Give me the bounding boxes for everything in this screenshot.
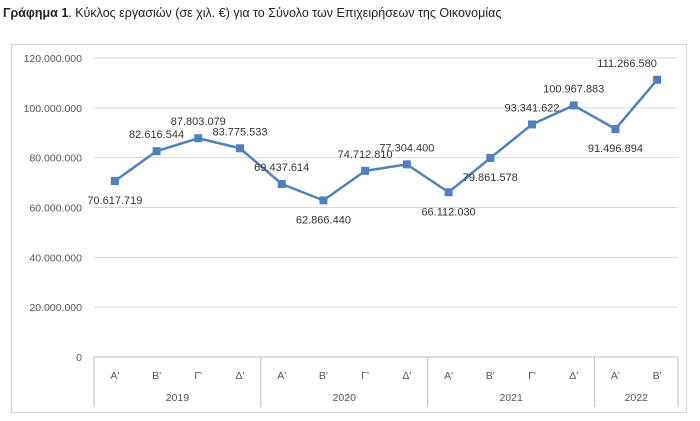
- y-tick-label: 60.000.000: [29, 203, 82, 215]
- data-point: [236, 144, 244, 153]
- x-tick-label: Δ': [402, 370, 411, 382]
- x-tick-label: Δ': [235, 370, 244, 382]
- data-label: 74.712.810: [338, 149, 393, 161]
- x-tick-label: Α': [110, 370, 119, 382]
- data-label: 70.617.719: [87, 195, 142, 207]
- x-tick-label: Δ': [569, 370, 578, 382]
- x-tick-label: Β': [152, 370, 161, 382]
- chart-caption: Γράφημα 1. Κύκλος εργασιών (σε χιλ. €) γ…: [3, 6, 501, 20]
- data-point: [444, 188, 453, 197]
- y-axis: 0 20.000.000 40.000.000 60.000.000 80.000.00…: [24, 53, 83, 364]
- y-tick-label: 40.000.000: [29, 252, 82, 264]
- data-labels: 70.617.719 82.616.54487.803.07983.775.533…: [87, 58, 657, 227]
- data-point: [319, 196, 328, 205]
- group-label: 2020: [333, 392, 357, 404]
- data-point: [152, 147, 161, 156]
- caption-text: . Κύκλος εργασιών (σε χιλ. €) για το Σύν…: [68, 6, 502, 20]
- data-point: [402, 160, 411, 169]
- caption-prefix: Γράφημα 1: [3, 6, 69, 20]
- series-polyline: [114, 78, 659, 202]
- data-label: 69.437.614: [254, 162, 309, 174]
- y-tick-label: 120.000.000: [24, 53, 83, 65]
- x-tick-label: Β': [486, 370, 495, 382]
- x-tick-label: Β': [319, 370, 328, 382]
- data-label: 87.803.079: [171, 116, 226, 128]
- y-tick-label: 20.000.000: [29, 302, 82, 314]
- group-label: 2021: [499, 392, 523, 404]
- y-tick-label: 0: [76, 352, 82, 364]
- data-point: [277, 179, 286, 188]
- data-point: [361, 166, 370, 175]
- x-axis: Α' Β' Γ' Δ' Α' Β' Γ' Δ' Α' Β' Γ' Δ' Α' Β' 2019 2020 2021…: [93, 356, 679, 407]
- data-label: 62.866.440: [296, 214, 351, 226]
- x-tick-label: Α': [611, 370, 620, 382]
- data-label: 82.616.544: [129, 129, 184, 141]
- y-tick-label: 80.000.000: [29, 153, 82, 165]
- data-point: [611, 125, 620, 134]
- data-label: 100.967.883: [543, 83, 604, 95]
- data-label: 79.861.578: [463, 172, 518, 184]
- data-label: 91.496.894: [588, 143, 643, 155]
- data-point: [528, 120, 536, 129]
- group-label: 2022: [625, 392, 649, 404]
- x-tick-label: Γ': [528, 370, 536, 382]
- x-tick-label: Β': [653, 370, 662, 382]
- data-point: [653, 75, 662, 84]
- gridlines: [94, 57, 678, 358]
- data-label: 83.775.533: [212, 126, 267, 138]
- data-label: 93.341.622: [504, 102, 559, 114]
- data-label: 77.304.400: [379, 142, 434, 154]
- y-tick-label: 100.000.000: [24, 103, 83, 115]
- data-point: [110, 177, 119, 186]
- data-label: 66.112.030: [421, 206, 475, 218]
- group-label: 2019: [166, 392, 190, 404]
- x-tick-label: Γ': [361, 370, 369, 382]
- data-point: [486, 154, 495, 163]
- data-point: [569, 101, 578, 110]
- x-tick-label: Α': [444, 370, 453, 382]
- data-point: [194, 134, 203, 143]
- series-line: [110, 75, 662, 205]
- data-label: 111.266.580: [597, 58, 657, 70]
- x-tick-label: Γ': [194, 370, 202, 382]
- x-tick-label: Α': [277, 370, 286, 382]
